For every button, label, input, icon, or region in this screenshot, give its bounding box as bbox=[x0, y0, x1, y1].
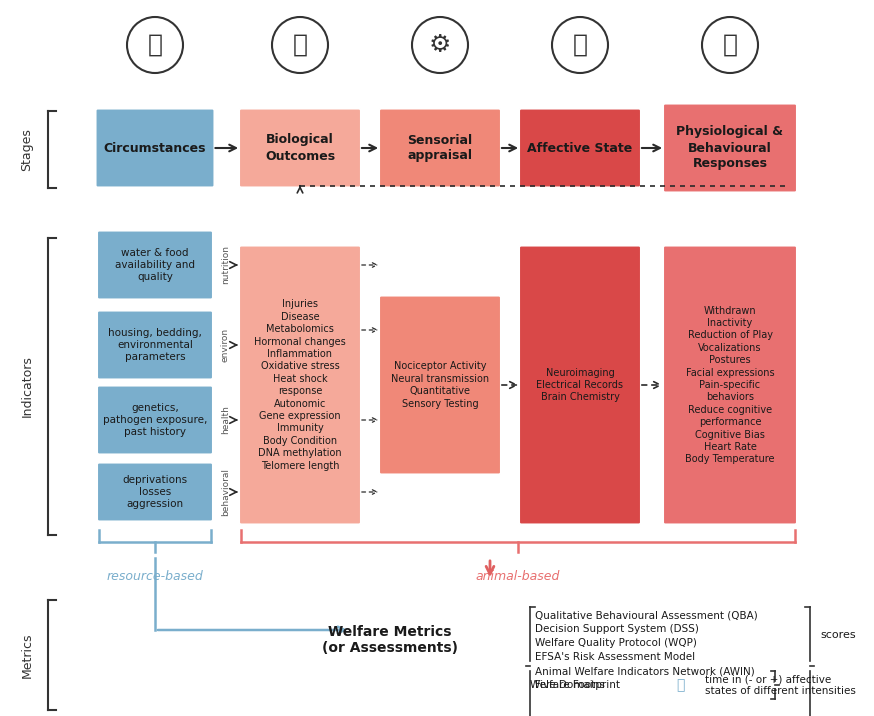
FancyBboxPatch shape bbox=[663, 246, 797, 525]
Text: resource-based: resource-based bbox=[107, 570, 204, 583]
FancyBboxPatch shape bbox=[379, 109, 501, 188]
FancyBboxPatch shape bbox=[379, 296, 501, 475]
FancyBboxPatch shape bbox=[519, 246, 641, 525]
Text: Circumstances: Circumstances bbox=[104, 142, 206, 155]
Text: nutrition: nutrition bbox=[221, 246, 230, 284]
Text: scores: scores bbox=[820, 630, 856, 640]
Text: Stages: Stages bbox=[20, 128, 33, 171]
FancyBboxPatch shape bbox=[97, 231, 213, 299]
Text: health: health bbox=[221, 405, 230, 435]
Text: Neuroimaging
Electrical Records
Brain Chemistry: Neuroimaging Electrical Records Brain Ch… bbox=[537, 367, 623, 402]
Text: Metrics: Metrics bbox=[20, 632, 33, 678]
Text: Nociceptor Activity
Neural transmission
Quantitative
Sensory Testing: Nociceptor Activity Neural transmission … bbox=[391, 362, 489, 409]
Text: genetics,
pathogen exposure,
past history: genetics, pathogen exposure, past histor… bbox=[103, 402, 207, 437]
Text: Withdrawn
Inactivity
Reduction of Play
Vocalizations
Postures
Facial expressions: Withdrawn Inactivity Reduction of Play V… bbox=[685, 306, 774, 465]
FancyBboxPatch shape bbox=[97, 385, 213, 455]
FancyBboxPatch shape bbox=[663, 104, 797, 193]
Text: Qualitative Behavioural Assessment (QBA)
Decision Support System (DSS)
Welfare Q: Qualitative Behavioural Assessment (QBA)… bbox=[535, 610, 758, 690]
FancyBboxPatch shape bbox=[97, 463, 213, 521]
Text: housing, bedding,
environmental
parameters: housing, bedding, environmental paramete… bbox=[108, 328, 202, 362]
FancyBboxPatch shape bbox=[519, 109, 641, 188]
Text: deprivations
losses
aggression: deprivations losses aggression bbox=[122, 475, 188, 509]
Text: animal-based: animal-based bbox=[475, 570, 560, 583]
Text: time in (- or +) affective
states of different intensities: time in (- or +) affective states of dif… bbox=[705, 674, 856, 696]
FancyBboxPatch shape bbox=[95, 109, 214, 188]
FancyBboxPatch shape bbox=[239, 109, 361, 188]
Text: Sensorial
appraisal: Sensorial appraisal bbox=[407, 133, 473, 163]
Text: behavioral: behavioral bbox=[221, 468, 230, 516]
FancyBboxPatch shape bbox=[239, 246, 361, 525]
Text: Biological
Outcomes: Biological Outcomes bbox=[265, 133, 335, 163]
Text: Physiological &
Behavioural
Responses: Physiological & Behavioural Responses bbox=[676, 125, 783, 170]
Text: 🐷: 🐷 bbox=[676, 678, 684, 692]
Text: Indicators: Indicators bbox=[20, 356, 33, 417]
Text: 🌡: 🌡 bbox=[148, 33, 163, 57]
Text: ⚙: ⚙ bbox=[429, 33, 451, 57]
Text: Welfare Metrics
(or Assessments): Welfare Metrics (or Assessments) bbox=[322, 625, 458, 655]
Text: water & food
availability and
quality: water & food availability and quality bbox=[115, 248, 195, 282]
Text: 💧: 💧 bbox=[293, 33, 308, 57]
FancyBboxPatch shape bbox=[97, 311, 213, 379]
Text: 🐕: 🐕 bbox=[723, 33, 738, 57]
Text: Affective State: Affective State bbox=[527, 142, 633, 155]
Text: environ: environ bbox=[221, 328, 230, 362]
Text: Injuries
Disease
Metabolomics
Hormonal changes
Inflammation
Oxidative stress
Hea: Injuries Disease Metabolomics Hormonal c… bbox=[254, 299, 346, 470]
Text: 🧠: 🧠 bbox=[572, 33, 587, 57]
Text: Welfare Footprint: Welfare Footprint bbox=[530, 680, 620, 690]
